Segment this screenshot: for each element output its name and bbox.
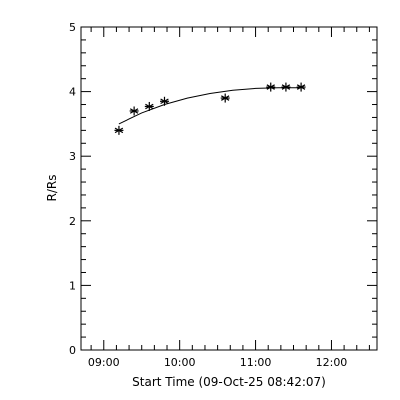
- y-tick-label: 5: [69, 21, 76, 34]
- plot-frame: [80, 26, 378, 351]
- y-tick-label: 2: [69, 215, 76, 228]
- axis-tick-labels: 0 1 2 3 4 5 09:00 10:00 11:00 12:00: [69, 21, 347, 369]
- x-tick-label: 11:00: [240, 356, 272, 369]
- axis-ticks: [81, 26, 377, 351]
- data-point: [144, 101, 154, 111]
- x-axis-title: Start Time (09-Oct-25 08:42:07): [132, 375, 326, 389]
- y-tick-label: 0: [69, 344, 76, 357]
- data-point: [129, 106, 139, 116]
- y-tick-label: 4: [69, 86, 76, 99]
- y-tick-label: 1: [69, 279, 76, 292]
- data-point: [159, 96, 169, 106]
- data-point: [266, 82, 276, 92]
- data-point: [220, 93, 230, 103]
- x-tick-label: 12:00: [316, 356, 348, 369]
- x-tick-label: 09:00: [88, 356, 120, 369]
- x-tick-label: 10:00: [164, 356, 196, 369]
- data-point: [114, 125, 124, 135]
- data-markers: [114, 82, 306, 135]
- fit-line: [118, 87, 302, 125]
- data-point: [296, 82, 306, 92]
- data-point: [281, 82, 291, 92]
- y-axis-title: R/Rs: [45, 175, 59, 202]
- y-tick-label: 3: [69, 150, 76, 163]
